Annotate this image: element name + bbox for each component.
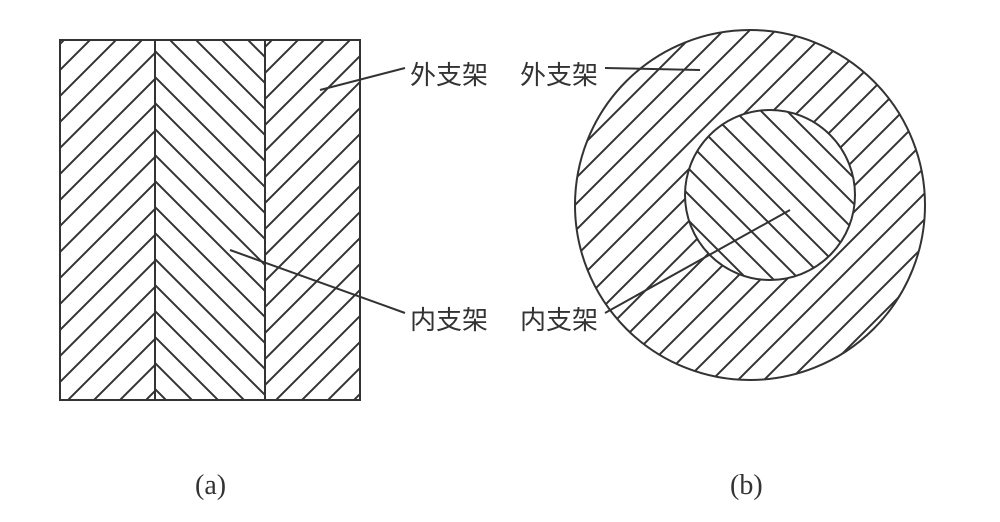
figure-a (60, 40, 405, 400)
figure-a-caption: (a) (195, 470, 226, 502)
diagram-canvas (0, 0, 1000, 522)
figure-b-caption: (b) (730, 470, 763, 502)
outer-bracket-label-b: 外支架 (520, 55, 598, 92)
figure-b (575, 30, 925, 380)
outer-bracket-label-a: 外支架 (410, 55, 488, 92)
inner-bracket-label-a: 内支架 (410, 300, 488, 337)
inner-bracket-label-b: 内支架 (520, 300, 598, 337)
